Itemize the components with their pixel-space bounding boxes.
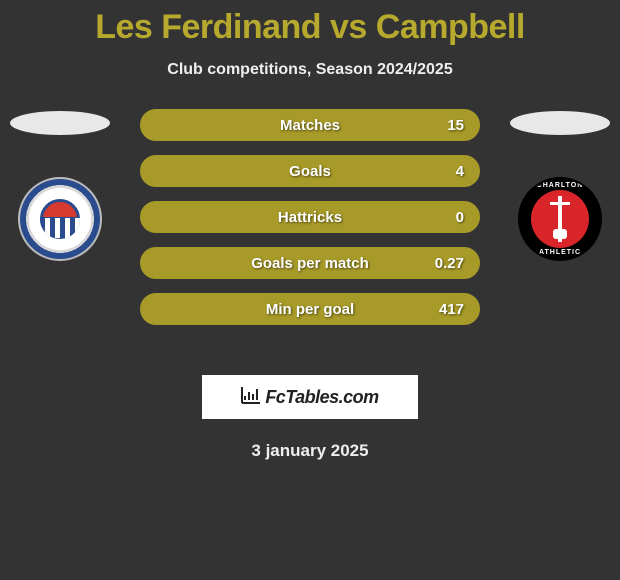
stat-value: 417 <box>439 301 464 318</box>
stat-row-hattricks: Hattricks 0 <box>140 201 480 233</box>
stat-row-matches: Matches 15 <box>140 109 480 141</box>
stat-label: Min per goal <box>266 301 354 318</box>
left-player-avatar <box>10 111 110 135</box>
watermark-banner[interactable]: FcTables.com <box>202 375 418 419</box>
right-club-badge: CHARLTON ATHLETIC <box>518 177 602 261</box>
page-title: Les Ferdinand vs Campbell <box>0 0 620 47</box>
comparison-card: Les Ferdinand vs Campbell Club competiti… <box>0 0 620 461</box>
date-label: 3 january 2025 <box>0 441 620 461</box>
stat-value: 0 <box>456 209 464 226</box>
stat-row-goals-per-match: Goals per match 0.27 <box>140 247 480 279</box>
left-club-badge <box>18 177 102 261</box>
hand-icon <box>553 229 567 239</box>
stat-label: Matches <box>280 117 340 134</box>
stat-row-min-per-goal: Min per goal 417 <box>140 293 480 325</box>
left-player-column <box>0 109 120 261</box>
right-player-column: CHARLTON ATHLETIC <box>500 109 620 261</box>
reading-stripes-icon <box>40 199 80 239</box>
watermark-text: FcTables.com <box>265 387 378 408</box>
subtitle: Club competitions, Season 2024/2025 <box>0 61 620 79</box>
stat-label: Goals per match <box>251 255 369 272</box>
stat-value: 0.27 <box>435 255 464 272</box>
charlton-text-bottom: ATHLETIC <box>520 249 600 256</box>
chart-icon <box>241 386 261 409</box>
charlton-text-top: CHARLTON <box>520 182 600 189</box>
stat-value: 4 <box>456 163 464 180</box>
stat-row-goals: Goals 4 <box>140 155 480 187</box>
stats-list: Matches 15 Goals 4 Hattricks 0 Goals per… <box>140 109 480 325</box>
comparison-body: Matches 15 Goals 4 Hattricks 0 Goals per… <box>0 109 620 359</box>
right-player-avatar <box>510 111 610 135</box>
stat-label: Goals <box>289 163 331 180</box>
stat-label: Hattricks <box>278 209 342 226</box>
stat-value: 15 <box>447 117 464 134</box>
